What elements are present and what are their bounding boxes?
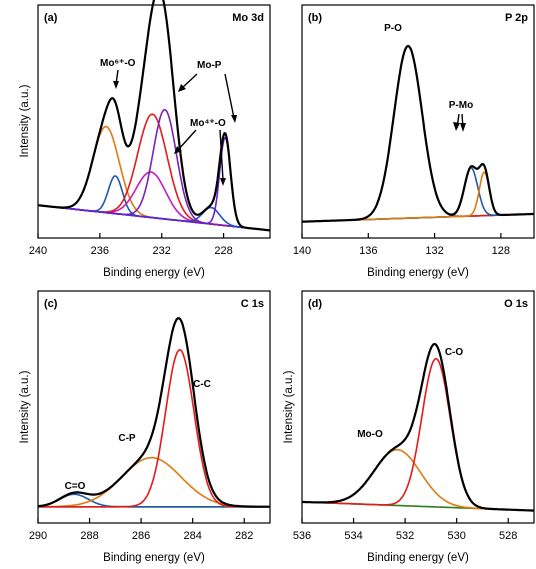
arrow-mo4-o-left-head	[174, 146, 182, 154]
annotation-c-p: C-P	[118, 433, 136, 444]
annotation-mo4-o: Mo⁴⁺-O	[190, 118, 226, 129]
annotation-c-o: C-O	[445, 347, 464, 358]
arrow-mo-p-left	[181, 73, 198, 89]
panel-d-envelope-curve	[301, 342, 534, 512]
panel-a: 240 236 232 228 (a) Mo 3d Binding energy (e…	[19, 0, 271, 279]
panel-d-xtick-label: 528	[499, 530, 517, 542]
annotation-mo-p: Mo-P	[197, 60, 222, 71]
panel-a-xlabel: Binding energy (eV)	[103, 267, 205, 279]
arrow-mo4-o-left	[177, 129, 197, 151]
panel-a-xtick-label: 236	[91, 245, 109, 257]
arrow-mo4-o-right	[219, 129, 224, 181]
arrow-mo6-o-head	[113, 81, 119, 89]
panel-d-curves	[301, 342, 534, 512]
panel-d: 536 534 532 530 528 (d) O 1s Binding energy …	[283, 290, 535, 564]
panel-a-ticks: 240 236 232 228	[29, 233, 233, 257]
panel-b-xtick-label: 140	[293, 245, 311, 257]
arrow-mo-p-left-head	[178, 84, 186, 92]
panel-c-xtick-label: 282	[235, 530, 253, 542]
panel-c-title: C 1s	[241, 298, 264, 310]
panel-d-component-2-curve	[301, 357, 534, 512]
panel-c-xtick-label: 284	[183, 530, 201, 542]
panel-a-xtick-label: 240	[29, 245, 47, 257]
panel-d-label: (d)	[308, 298, 322, 310]
panel-d-xtick-label: 536	[293, 530, 311, 542]
panel-a-ylabel: Intensity (a.u.)	[19, 84, 31, 157]
panel-c-ticks: 290 288 286 284 282	[29, 518, 253, 542]
panel-a-frame	[37, 4, 271, 239]
panel-a-xtick-label: 228	[214, 245, 232, 257]
panel-a-component-3-curve	[38, 171, 271, 232]
annotation-p-mo: P-Mo	[449, 100, 473, 111]
panel-d-ylabel: Intensity (a.u.)	[283, 370, 295, 443]
panel-c-xtick-label: 290	[29, 530, 47, 542]
panel-a-title: Mo 3d	[232, 12, 264, 24]
panel-d-xtick-label: 530	[447, 530, 465, 542]
annotation-p-o: P-O	[384, 23, 402, 34]
panel-b-ticks: 140 136 132 128	[293, 233, 510, 257]
panel-c-xlabel: Binding energy (eV)	[103, 552, 205, 564]
panel-b-xtick-label: 128	[492, 245, 510, 257]
panel-c-xtick-label: 288	[80, 530, 98, 542]
panel-b-title: P 2p	[505, 12, 528, 24]
panel-b-envelope-curve	[302, 44, 534, 223]
arrow-p-mo-b-head	[460, 123, 466, 132]
panel-b-xlabel: Binding energy (eV)	[367, 267, 469, 279]
panel-a-xtick-label: 232	[153, 245, 171, 257]
panel-b-xtick-label: 132	[425, 245, 443, 257]
panel-c-component-3-curve	[38, 348, 270, 508]
panel-d-xlabel: Binding energy (eV)	[367, 552, 469, 564]
annotation-mo-o: Mo-O	[357, 429, 383, 440]
arrow-mo-p-right-head	[231, 115, 237, 123]
panel-d-title: O 1s	[504, 298, 528, 310]
panel-d-xtick-label: 532	[396, 530, 414, 542]
panel-c-label: (c)	[44, 298, 58, 310]
annotation-c-c: C-C	[193, 379, 211, 390]
panel-c-envelope-curve	[37, 317, 270, 508]
arrow-p-mo-a-head	[453, 122, 460, 131]
panel-c-frame	[37, 290, 271, 524]
arrow-mo4-o-right-head	[220, 178, 226, 186]
annotation-c-eq-o: C=O	[65, 481, 86, 492]
panel-b-curves	[302, 44, 534, 223]
panel-d-frame	[301, 290, 535, 524]
panel-b-component-1-curve	[302, 45, 534, 223]
panel-d-ticks: 536 534 532 530 528	[293, 518, 517, 542]
panel-c-ylabel: Intensity (a.u.)	[19, 370, 31, 443]
panel-a-curves	[38, 0, 271, 232]
panel-a-envelope-curve	[38, 0, 271, 232]
panel-c: 290 288 286 284 282 (c) C 1s Binding energy …	[19, 290, 271, 564]
panel-b-label: (b)	[308, 12, 322, 24]
panel-b-xtick-label: 136	[359, 245, 377, 257]
panel-b: 140 136 132 128 (b) P 2p Binding energy (eV…	[293, 4, 535, 279]
panel-a-label: (a)	[44, 12, 58, 24]
arrow-mo-p-right	[224, 73, 235, 119]
panel-c-xtick-label: 286	[132, 530, 150, 542]
panel-a-component-2-curve	[38, 175, 271, 232]
panel-b-frame	[301, 4, 535, 239]
panel-d-xtick-label: 534	[344, 530, 362, 542]
annotation-mo6-o: Mo⁶⁺-O	[100, 58, 136, 69]
panel-c-curves	[37, 317, 270, 508]
